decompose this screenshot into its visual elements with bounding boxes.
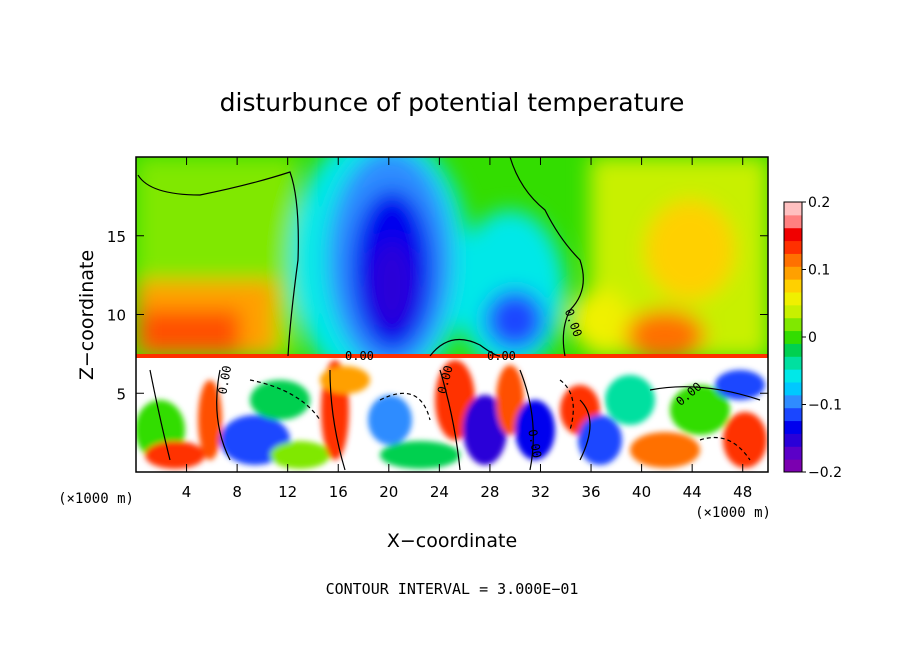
upper-field	[136, 157, 768, 390]
contour-label: 0.00	[215, 364, 234, 395]
colorbar-tick-label: −0.1	[808, 398, 842, 414]
y-axis: 5 10 15	[107, 228, 768, 403]
colorbar-swatch	[784, 343, 802, 357]
x-axis: 4 8 12 16 20 24 28 32 36 40 44 48	[182, 157, 752, 501]
colorbar-swatch	[784, 214, 802, 229]
contour-label: 0.00	[345, 349, 374, 363]
colorbar-swatch	[784, 420, 802, 434]
y-axis-label: Z−coordinate	[76, 250, 98, 380]
x-unit-right: (×1000 m)	[695, 505, 771, 521]
colorbar-swatch	[784, 394, 802, 409]
x-tick-label: 48	[733, 483, 752, 501]
contour-upper-right	[509, 157, 584, 357]
x-tick-label: 40	[632, 483, 651, 501]
contour-center	[429, 338, 501, 357]
contour-label: 0.00	[487, 349, 516, 363]
lower-field	[136, 360, 767, 469]
colorbar-swatch	[784, 433, 802, 447]
interface-line	[136, 354, 768, 358]
colorbar-swatch	[784, 369, 802, 383]
x-axis-label: X−coordinate	[387, 530, 517, 552]
x-tick-label: 24	[430, 483, 449, 501]
colorbar-swatch	[784, 446, 802, 460]
colorbar-swatch	[784, 292, 802, 306]
x-tick-label: 16	[329, 483, 348, 501]
contour-upper-left	[137, 171, 299, 357]
colorbar-swatch	[784, 240, 802, 254]
colorbar-swatch	[784, 202, 802, 216]
x-tick-label: 20	[379, 483, 398, 501]
y-tick-label: 15	[107, 228, 126, 246]
colorbar-swatch	[784, 227, 802, 242]
colorbar-swatch	[784, 382, 802, 396]
contour-lower-2	[249, 379, 751, 461]
colorbar-ticks: 0.2 0.1 0 −0.1 −0.2	[802, 195, 842, 481]
plot-area	[136, 157, 768, 472]
contour-label: 0.00	[525, 428, 544, 459]
colorbar-swatch	[784, 317, 802, 332]
colorbar-swatch	[784, 279, 802, 293]
x-tick-label: 36	[581, 483, 600, 501]
y-tick-label: 10	[107, 307, 126, 325]
colorbar-tick-label: 0.2	[808, 195, 830, 211]
colorbar-tick-label: 0	[808, 330, 817, 346]
colorbar-swatch	[784, 330, 802, 344]
y-tick-label: 5	[116, 385, 126, 403]
colorbar-tick-label: −0.2	[808, 465, 842, 481]
contour-lines	[137, 157, 761, 471]
x-tick-label: 12	[278, 483, 297, 501]
colorbar-swatch	[784, 407, 802, 422]
colorbar-swatch	[784, 304, 802, 319]
x-tick-label: 4	[182, 483, 192, 501]
contour-lower-1	[149, 369, 761, 471]
chart-title: disturbunce of potential temperature	[220, 88, 685, 117]
colorbar-swatch	[784, 253, 802, 267]
x-tick-label: 44	[683, 483, 702, 501]
x-tick-label: 28	[480, 483, 499, 501]
contour-interval-footer: CONTOUR INTERVAL = 3.000E−01	[326, 580, 579, 598]
colorbar-tick-label: 0.1	[808, 263, 830, 279]
colorbar	[784, 202, 802, 473]
x-unit-left: (×1000 m)	[58, 491, 134, 507]
x-tick-label: 8	[232, 483, 242, 501]
colorbar-swatch	[784, 356, 802, 370]
colorbar-swatch	[784, 266, 802, 280]
colorbar-swatch	[784, 459, 802, 473]
x-tick-label: 32	[531, 483, 550, 501]
